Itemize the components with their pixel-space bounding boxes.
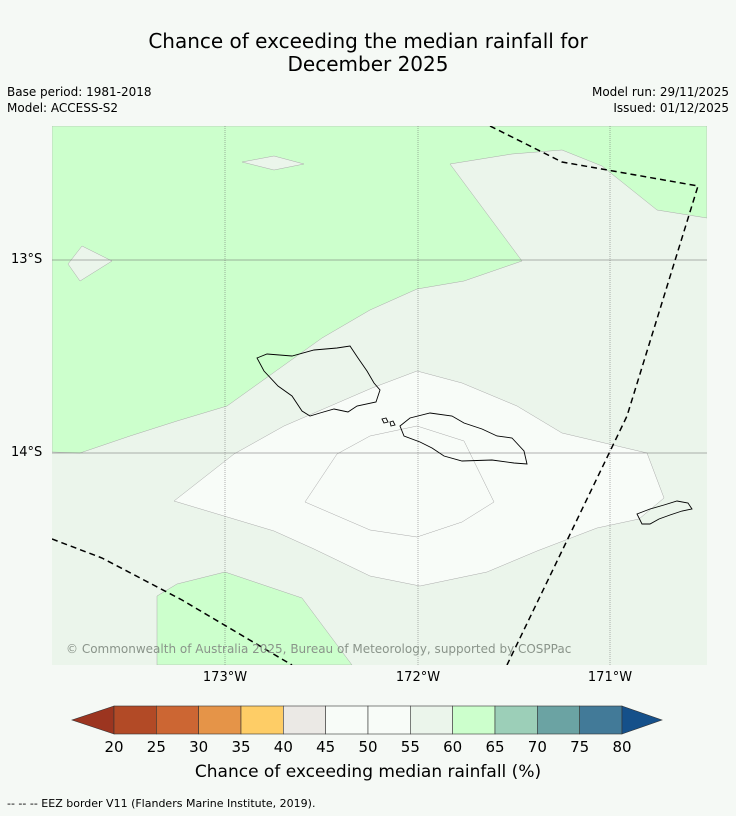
- band-55-60-patch-2: [67, 245, 113, 282]
- eez-borders: [52, 126, 699, 665]
- lat-label-14s: 14°S: [11, 445, 43, 460]
- island-manono: [381, 417, 389, 424]
- issued-date: Issued: 01/12/2025: [613, 101, 729, 115]
- colorbar-tick-20: 20: [104, 738, 124, 756]
- colorbar-segment-75-80: [579, 705, 623, 735]
- colorbar-segment-65-70: [494, 705, 538, 735]
- colorbar-tick-25: 25: [146, 738, 166, 756]
- colorbar-segment-40-45: [283, 705, 326, 735]
- colorbar-tick-60: 60: [443, 738, 463, 756]
- band-60-65-north: [52, 126, 707, 454]
- colorbar-segment-70-75: [537, 705, 580, 735]
- lon-label-173w: 173°W: [202, 670, 248, 685]
- gridlines: [52, 126, 707, 665]
- island-upolu: [399, 412, 528, 465]
- model-name: Model: ACCESS-S2: [7, 101, 119, 115]
- colorbar-tick-80: 80: [612, 738, 632, 756]
- title-line-2: December 2025: [287, 52, 449, 76]
- title-line-1: Chance of exceeding the median rainfall …: [148, 29, 588, 53]
- eez-footnote: -- -- -- EEZ border V11 (Flanders Marine…: [7, 797, 316, 810]
- colorbar-tick-45: 45: [316, 738, 336, 756]
- meta-left: Base period: 1981-2018 Model: ACCESS-S2: [7, 84, 152, 116]
- colorbar: [71, 705, 663, 735]
- lon-label-171w: 171°W: [587, 670, 633, 685]
- colorbar-segment-35-40: [240, 705, 284, 735]
- colorbar-title: Chance of exceeding median rainfall (%): [194, 762, 542, 782]
- lon-label-172w: 172°W: [395, 670, 441, 685]
- colorbar-segment-25-30: [156, 705, 199, 735]
- model-run: Model run: 29/11/2025: [591, 85, 729, 99]
- eez-border-east: [489, 126, 699, 665]
- meta-right: Model run: 29/11/2025 Issued: 01/12/2025: [592, 84, 729, 116]
- colorbar-segment-60-65: [452, 705, 496, 735]
- lat-label-13s: 13°S: [11, 252, 43, 267]
- colorbar-tick-70: 70: [527, 738, 547, 756]
- map-svg: © Commonwealth of Australia 2025, Bureau…: [52, 126, 707, 665]
- colorbar-segment-55-60: [410, 705, 453, 735]
- colorbar-tick-35: 35: [231, 738, 251, 756]
- band-45-50: [304, 425, 495, 538]
- colorbar-tick-65: 65: [485, 738, 505, 756]
- island-tutuila: [636, 500, 693, 525]
- colorbar-under-arrow: [71, 705, 115, 735]
- colorbar-segment-45-50: [325, 705, 369, 735]
- island-savaii: [256, 345, 381, 417]
- map-panel[interactable]: © Commonwealth of Australia 2025, Bureau…: [52, 126, 707, 665]
- copyright-notice: © Commonwealth of Australia 2025, Bureau…: [66, 642, 571, 656]
- colorbar-tick-75: 75: [570, 738, 590, 756]
- colorbar-over-arrow: [621, 705, 663, 735]
- island-apolima: [389, 420, 396, 427]
- colorbar-segment-30-35: [198, 705, 242, 735]
- base-period: Base period: 1981-2018: [7, 85, 152, 99]
- islands: [256, 345, 693, 525]
- colorbar-tick-30: 30: [189, 738, 209, 756]
- colorbar-tick-40: 40: [273, 738, 293, 756]
- colorbar-tick-50: 50: [358, 738, 378, 756]
- colorbar-segment-20-25: [113, 705, 157, 735]
- band-55-60-patch-1: [241, 155, 305, 171]
- map-title: Chance of exceeding the median rainfall …: [0, 30, 736, 76]
- colorbar-segment-50-55: [367, 705, 411, 735]
- colorbar-tick-55: 55: [400, 738, 420, 756]
